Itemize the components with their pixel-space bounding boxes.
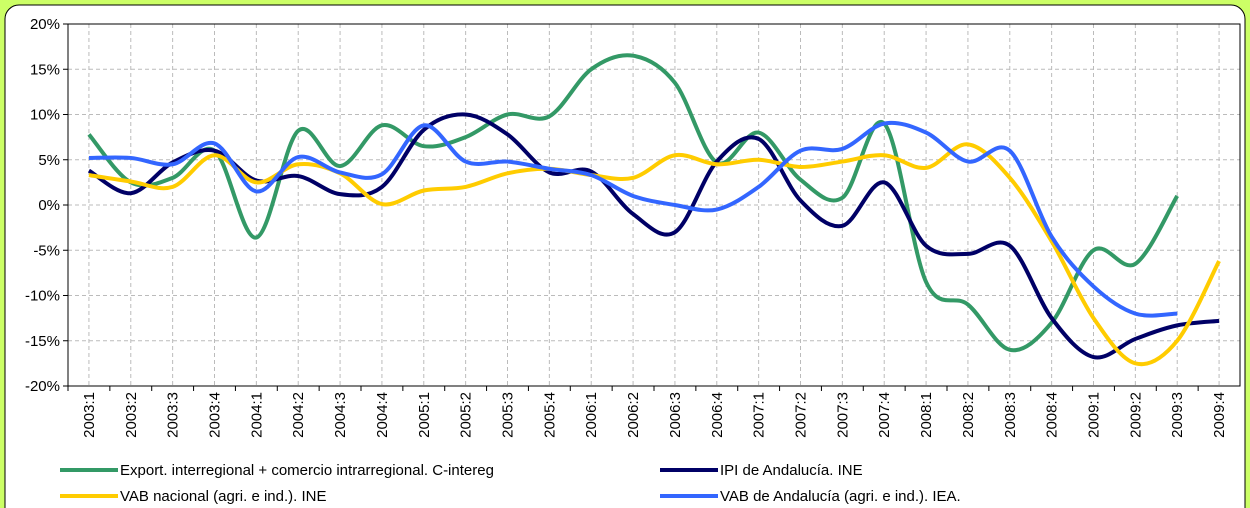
y-tick-label: -15%	[25, 333, 60, 350]
legend-label: Export. interregional + comercio intrarr…	[120, 462, 494, 479]
x-tick-label: 2005:4	[541, 392, 558, 438]
x-tick-label: 2009:2	[1127, 392, 1144, 438]
x-tick-label: 2004:2	[290, 392, 307, 438]
y-tick-label: 20%	[30, 16, 60, 33]
series-line	[87, 53, 1179, 353]
y-tick-label: 10%	[30, 107, 60, 124]
y-tick-label: 15%	[30, 61, 60, 78]
x-tick-label: 2005:1	[416, 392, 433, 438]
x-tick-label: 2004:1	[248, 392, 265, 438]
legend-label: VAB de Andalucía (agri. e ind.). IEA.	[720, 488, 961, 505]
x-tick-label: 2006:3	[667, 392, 684, 438]
x-tick-label: 2009:3	[1169, 392, 1186, 438]
x-tick-label: 2007:2	[793, 392, 810, 438]
x-tick-label: 2006:2	[625, 392, 642, 438]
y-tick-label: 0%	[38, 197, 60, 214]
series-line	[88, 120, 1178, 318]
x-tick-label: 2003:2	[123, 392, 140, 438]
x-tick-label: 2005:3	[500, 392, 517, 438]
x-tick-label: 2007:4	[876, 392, 893, 438]
y-tick-label: 5%	[38, 152, 60, 169]
x-tick-label: 2005:2	[458, 392, 475, 438]
x-tick-label: 2004:4	[374, 392, 391, 438]
x-tick-label: 2003:3	[165, 392, 182, 438]
x-tick-label: 2007:1	[751, 392, 768, 438]
x-tick-label: 2008:2	[960, 392, 977, 438]
x-tick-label: 2003:4	[207, 392, 224, 438]
x-tick-label: 2003:1	[81, 392, 98, 438]
series-line	[87, 112, 1220, 360]
x-tick-label: 2009:1	[1086, 392, 1103, 438]
x-tick-label: 2006:4	[709, 392, 726, 438]
x-tick-label: 2008:1	[918, 392, 935, 438]
x-tick-label: 2008:3	[1002, 392, 1019, 438]
x-tick-label: 2008:4	[1044, 392, 1061, 438]
y-tick-label: -10%	[25, 288, 60, 305]
legend-label: IPI de Andalucía. INE	[720, 462, 863, 479]
x-tick-label: 2007:3	[834, 392, 851, 438]
legend-label: VAB nacional (agri. e ind.). INE	[120, 488, 326, 505]
y-tick-label: -5%	[33, 242, 60, 259]
x-tick-label: 2006:1	[583, 392, 600, 438]
x-tick-label: 2004:3	[332, 392, 349, 438]
x-tick-label: 2009:4	[1211, 392, 1228, 438]
y-tick-label: -20%	[25, 378, 60, 395]
